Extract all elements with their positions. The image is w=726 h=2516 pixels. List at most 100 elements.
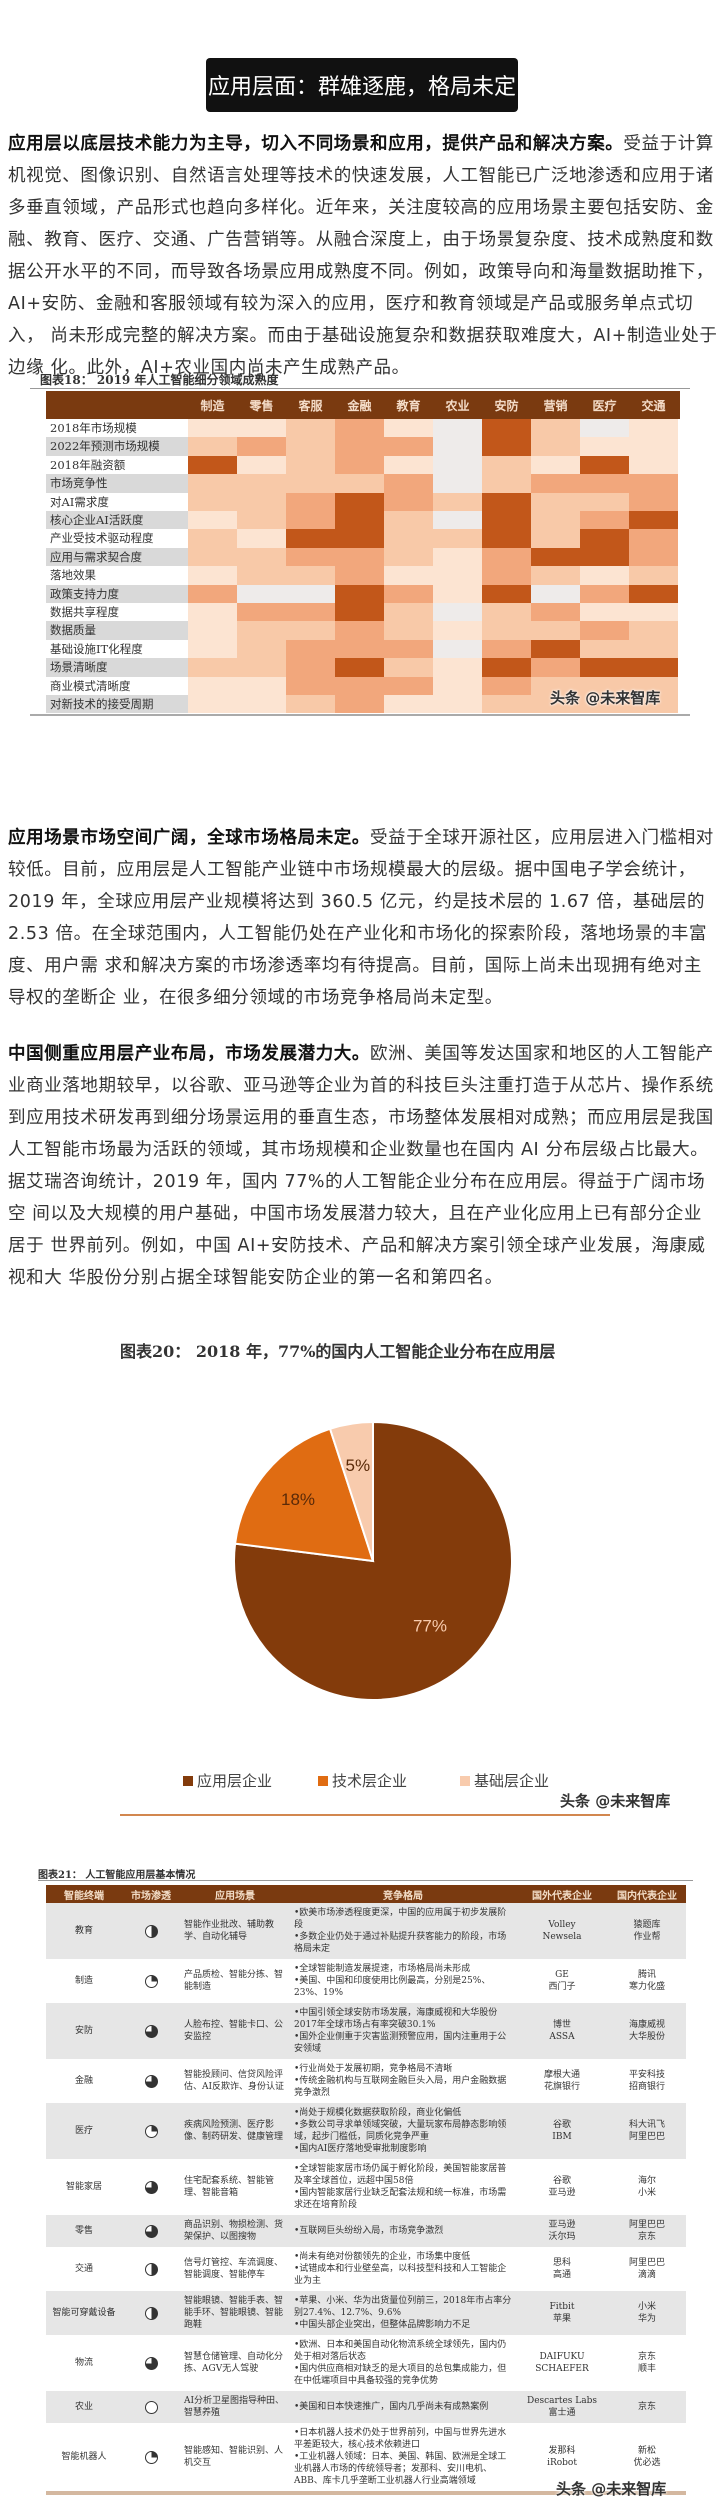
table-row: 农业 AI分析卫星图指导种田、智慧养殖 •美国和日本快速推广，国内几乎尚未有成熟…	[46, 2391, 686, 2423]
legend-swatch	[460, 1775, 470, 1786]
heatmap-cell	[482, 474, 531, 493]
penetration-pie-icon	[144, 1974, 158, 1988]
header-cell: 国外代表企业	[532, 1890, 592, 1902]
penetration-pie-icon	[144, 2024, 158, 2038]
divider	[30, 714, 690, 716]
heatmap-cell	[335, 529, 384, 548]
scenes-cell: 住宅配套系统、智能管理、智能音箱	[184, 2176, 275, 2198]
heatmap-cell	[335, 492, 384, 511]
paragraph-1: 应用层以底层技术能力为主导，切入不同场景和应用，提供产品和解决方案。受益于计算 …	[8, 128, 720, 384]
penetration-pie-icon	[144, 2224, 158, 2238]
foreign-companies-cell: Volley Newsela	[542, 1920, 582, 1942]
column-label: 营销	[543, 399, 568, 413]
heatmap-cell	[335, 603, 384, 622]
heatmap-cell	[580, 566, 629, 585]
heatmap-cell	[531, 603, 580, 622]
heatmap-cell	[286, 419, 335, 438]
competition-cell: •苹果、小米、华为出货量位列前三，2018年市占率分别27.4%、12.7%、9…	[294, 2296, 512, 2330]
legend-swatch	[318, 1775, 328, 1786]
pie-slice	[328, 1420, 374, 1562]
heatmap-cell	[531, 676, 580, 695]
legend-item: 基础层企业	[460, 1770, 549, 1791]
heatmap-cell	[482, 455, 531, 475]
competition-cell: •美国和日本快速推广，国内几乎尚未有成熟案例	[294, 2402, 489, 2412]
domain-cell: 教育	[74, 1926, 93, 1936]
heatmap-cell	[237, 437, 286, 456]
paragraph-body: 受益于计算 机视觉、图像识别、自然语言处理等技术的快速发展，人工智能已广泛地渗透…	[8, 134, 718, 378]
heatmap-cell	[580, 419, 629, 438]
competition-cell: •尚处于规模化数据获取阶段，商业化偏低 •多数公司寻求单领域突破，大量玩家布局静…	[294, 2108, 507, 2154]
heatmap-cell	[335, 511, 384, 530]
penetration-cell	[122, 2224, 180, 2238]
row-label: 市场竞争性	[46, 474, 188, 493]
scenes-cell: AI分析卫星图指导种田、智慧养殖	[184, 2396, 285, 2418]
foreign-companies-cell: 摩根大通 花旗银行	[543, 2070, 580, 2092]
penetration-cell	[122, 2074, 180, 2088]
heatmap-cell	[629, 566, 678, 585]
table-header: 智能终端 市场渗透 应用场景 竞争格局 国外代表企业 国内代表企业	[46, 1885, 686, 1903]
heatmap-cell	[286, 603, 335, 622]
heatmap-cell	[384, 547, 433, 567]
domain-cell: 安防	[74, 2026, 93, 2036]
heatmap-cell	[237, 676, 286, 695]
row-label: 落地效果	[46, 566, 188, 585]
heatmap-cell	[335, 419, 384, 438]
heatmap-cell	[335, 639, 384, 659]
heatmap-cell	[482, 621, 531, 640]
heatmap-cell	[237, 621, 286, 640]
heatmap-cell	[335, 695, 384, 714]
heatmap-cell	[531, 547, 580, 567]
heatmap-cell	[286, 658, 335, 677]
heatmap-cell	[531, 474, 580, 493]
heatmap-cell	[237, 658, 286, 677]
heatmap-cell	[286, 547, 335, 567]
row-label: 数据共享程度	[46, 603, 188, 622]
pie-slice	[233, 1420, 513, 1701]
slice-label: 18%	[281, 1490, 315, 1509]
heatmap-cell	[335, 584, 384, 603]
divider	[46, 2491, 686, 2495]
heatmap-cell	[237, 566, 286, 585]
heatmap-cell	[580, 584, 629, 603]
heatmap-cell	[531, 419, 580, 438]
scenes-cell: 产品质检、智能分拣、智能制造	[184, 1970, 284, 1992]
heatmap-cell	[335, 566, 384, 585]
paragraph-2: 应用场景市场空间广阔，全球市场格局未定。受益于全球开源社区，应用层进入门槛相对 …	[8, 822, 720, 1014]
competition-cell: •全球智能制造发展提速，市场格局尚未形成 •美国、中国和印度使用比例最高，分别是…	[294, 1964, 491, 1998]
heatmap-cell	[482, 639, 531, 659]
heatmap-cell	[482, 603, 531, 622]
competition-cell: •欧美市场渗透程度更深，中国的应用属于初步发展阶段 •多数企业仍处于通过补贴提升…	[294, 1908, 507, 1954]
row-label: 应用与需求契合度	[46, 547, 188, 567]
heatmap-cell	[531, 695, 580, 714]
heatmap-cell	[580, 474, 629, 493]
foreign-companies-cell: Descartes Labs 富士通	[526, 2396, 597, 2418]
row-label: 对AI需求度	[46, 492, 188, 511]
heatmap-cell	[188, 603, 237, 622]
heatmap-cell	[237, 547, 286, 567]
heatmap-cell	[384, 566, 433, 585]
heatmap-cell	[286, 455, 335, 475]
domain-cell: 制造	[74, 1976, 93, 1986]
competition-cell: •欧洲、日本和美国自动化物流系统全球领先，国内仍处于相对落后状态 •国内供应商相…	[294, 2340, 507, 2386]
heatmap-cell	[580, 695, 629, 714]
penetration-cell	[122, 1924, 180, 1938]
heatmap-cell	[237, 511, 286, 530]
heatmap-cell	[629, 676, 678, 695]
heatmap-cell	[335, 474, 384, 493]
table-row: 教育 智能作业批改、辅助教学、自动化辅导 •欧美市场渗透程度更深，中国的应用属于…	[46, 1903, 686, 1959]
domestic-companies-cell: 海尔 小米	[637, 2176, 656, 2198]
heatmap-cell	[482, 529, 531, 548]
competition-cell: •互联网巨头纷纷入局，市场竞争激烈	[294, 2226, 444, 2236]
heatmap-cell	[482, 547, 531, 567]
heatmap-cell	[433, 676, 482, 695]
heatmap-cell	[433, 658, 482, 677]
table-row: 金融 智能投顾问、信贷风险评估、AI反欺诈、身份认证 •行业尚处于发展初期，竞争…	[46, 2059, 686, 2103]
row-label: 商业模式清晰度	[46, 676, 188, 695]
heatmap-cell	[188, 437, 237, 456]
foreign-companies-cell: 谷歌 IBM	[552, 2120, 572, 2142]
foreign-companies-cell: GE 西门子	[548, 1970, 576, 1992]
heatmap-cell	[482, 676, 531, 695]
header-cell: 竞争格局	[383, 1890, 423, 1902]
domestic-companies-cell: 阿里巴巴 滴滴	[628, 2258, 665, 2280]
heatmap-cell	[384, 603, 433, 622]
